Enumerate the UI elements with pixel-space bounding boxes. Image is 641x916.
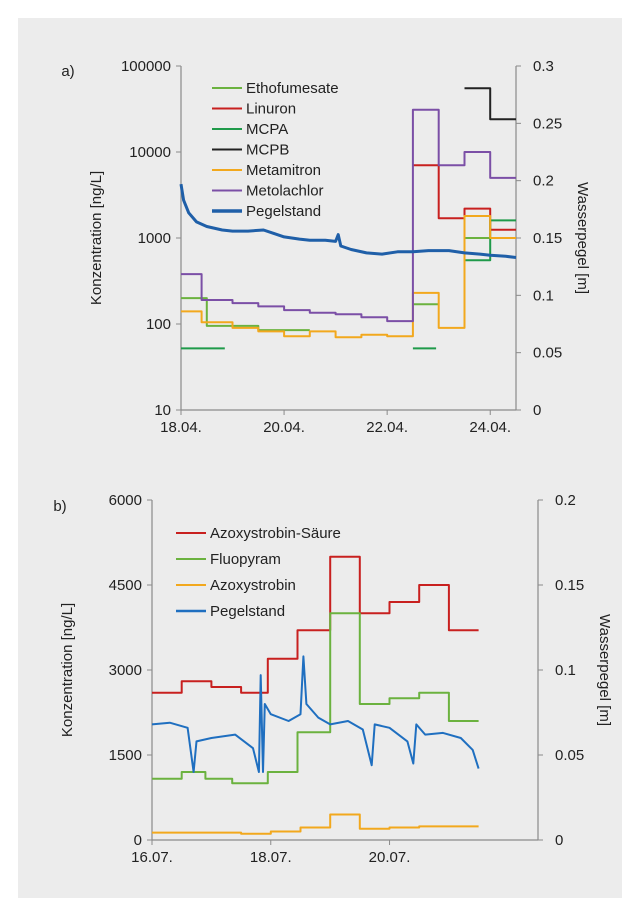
legend-label: MCPB	[246, 142, 289, 159]
series-line-metolachlor	[181, 108, 516, 323]
series-line-fluopyram	[152, 612, 479, 785]
series-line-pegelstand	[179, 183, 517, 259]
series-line-metamitron	[181, 215, 516, 339]
y-tick-label-left: 100000	[121, 58, 171, 75]
y-tick-label-left: 3000	[109, 662, 142, 679]
legend-label: Pegelstand	[246, 203, 321, 220]
x-tick-label: 18.07.	[250, 849, 292, 866]
legend-label: Pegelstand	[210, 603, 285, 620]
figure-background	[18, 18, 622, 898]
series-line-mcpb	[464, 87, 516, 121]
x-tick-label: 20.04.	[263, 419, 305, 436]
y-tick-label-left: 10	[154, 402, 171, 419]
legend-label: Ethofumesate	[246, 80, 339, 97]
y-tick-label-right: 0.25	[533, 115, 562, 132]
y-axis-title-left: Konzentration [ng/L]	[88, 171, 105, 305]
legend-label: Azoxystrobin-Säure	[210, 525, 341, 542]
legend-label: Metamitron	[246, 162, 321, 179]
y-tick-label-right: 0.15	[533, 230, 562, 247]
legend-label: Metolachlor	[246, 183, 324, 200]
y-tick-label-left: 10000	[129, 144, 171, 161]
y-tick-label-left: 1500	[109, 747, 142, 764]
panel-label: b)	[53, 498, 66, 515]
y-tick-label-right: 0.2	[555, 492, 576, 509]
x-tick-label: 18.04.	[160, 419, 202, 436]
legend-label: Fluopyram	[210, 551, 281, 568]
y-tick-label-left: 6000	[109, 492, 142, 509]
legend-label: Azoxystrobin	[210, 577, 296, 594]
y-tick-label-right: 0.1	[555, 662, 576, 679]
y-tick-label-left: 4500	[109, 577, 142, 594]
y-tick-label-right: 0.15	[555, 577, 584, 594]
x-tick-label: 24.04.	[469, 419, 511, 436]
series-line-azoxystrobin	[152, 813, 479, 835]
y-tick-label-right: 0.05	[533, 345, 562, 362]
x-tick-label: 16.07.	[131, 849, 173, 866]
y-tick-label-right: 0.05	[555, 747, 584, 764]
y-tick-label-right: 0	[533, 402, 541, 419]
y-tick-label-right: 0.2	[533, 173, 554, 190]
y-tick-label-left: 1000	[138, 230, 171, 247]
y-tick-label-right: 0.3	[533, 58, 554, 75]
x-tick-label: 22.04.	[366, 419, 408, 436]
legend-label: MCPA	[246, 121, 288, 138]
panel-label: a)	[61, 63, 74, 80]
series-line-mcpa	[181, 219, 516, 350]
series-line-pegelstand	[151, 655, 480, 773]
series-line-azoxystrobin-s-ure	[152, 555, 479, 694]
y-tick-label-left: 100	[146, 316, 171, 333]
y-axis-title-left: Konzentration [ng/L]	[59, 603, 76, 737]
y-axis-title-right: Wasserpegel [m]	[574, 182, 591, 294]
x-tick-label: 20.07.	[369, 849, 411, 866]
y-axis-title-right: Wasserpegel [m]	[596, 614, 613, 726]
legend-label: Linuron	[246, 101, 296, 118]
y-tick-label-right: 0	[555, 832, 563, 849]
y-tick-label-left: 0	[134, 832, 142, 849]
y-tick-label-right: 0.1	[533, 287, 554, 304]
